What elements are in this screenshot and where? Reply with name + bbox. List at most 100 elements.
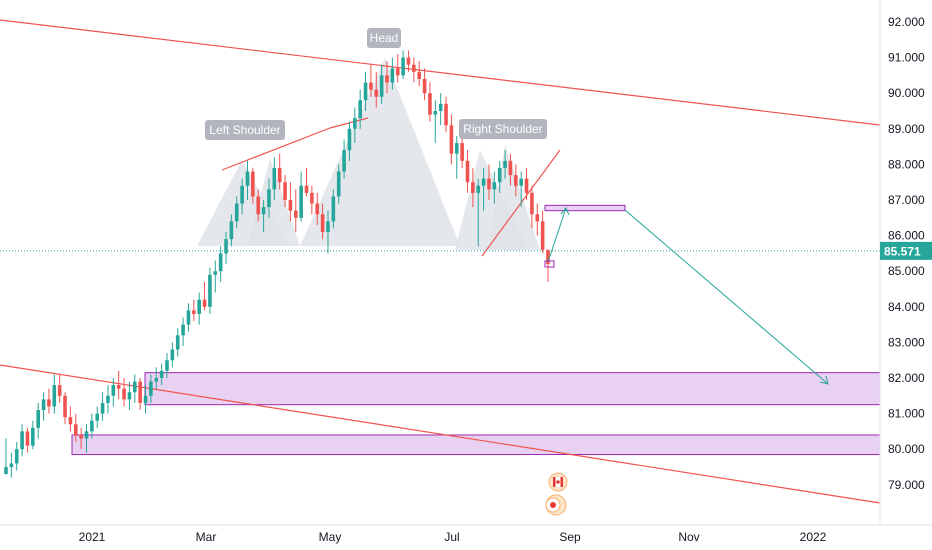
candle: [283, 175, 287, 208]
candle: [299, 171, 303, 222]
right-shoulder-label: Right Shoulder: [463, 122, 542, 136]
candles: [4, 50, 550, 478]
candle-body: [277, 167, 282, 183]
candle: [438, 93, 443, 126]
candle-body: [261, 207, 266, 215]
candle: [208, 267, 212, 314]
candle: [444, 96, 448, 133]
candle: [256, 189, 261, 222]
head-label: Head: [370, 31, 399, 45]
candle: [127, 381, 132, 411]
lower-channel-line[interactable]: [0, 364, 881, 504]
candle-body: [213, 271, 218, 275]
candle: [471, 167, 475, 208]
x-tick-label: Mar: [196, 530, 217, 544]
candle-body: [170, 349, 175, 361]
candle-body: [234, 203, 239, 222]
last-price-tag[interactable]: [880, 241, 932, 260]
candle-body: [444, 103, 448, 126]
candle-body: [20, 431, 24, 450]
candle-body: [385, 75, 389, 83]
candle: [186, 303, 191, 332]
x-tick-label: Nov: [678, 530, 699, 544]
candle: [288, 182, 293, 222]
y-tick-label: 89.000: [888, 122, 925, 136]
canada-flag-icon[interactable]: [548, 472, 568, 492]
x-tick-label: Sep: [559, 530, 581, 544]
candle-body: [25, 431, 30, 446]
candle: [4, 438, 8, 475]
candle: [57, 374, 62, 403]
candle: [535, 203, 540, 236]
y-tick-label: 85.000: [888, 264, 925, 278]
candle-body: [465, 160, 470, 183]
candle-body: [229, 221, 234, 240]
candle-body: [79, 434, 83, 439]
candle: [374, 71, 379, 108]
candle-body: [406, 57, 411, 65]
candle: [428, 82, 432, 122]
x-tick-label: 2021: [79, 530, 106, 544]
upper-channel-line[interactable]: [0, 19, 881, 126]
supply-zone-retest[interactable]: [544, 204, 626, 212]
candle: [304, 167, 309, 197]
candle: [422, 68, 427, 101]
candle-body: [514, 175, 518, 186]
candle-body: [428, 93, 432, 115]
candle: [234, 196, 239, 229]
candle-body: [47, 399, 51, 407]
candle: [524, 167, 529, 200]
candle-body: [363, 82, 368, 101]
candle: [192, 299, 196, 322]
candle: [449, 114, 454, 165]
candle: [481, 167, 486, 211]
candle-body: [524, 178, 529, 193]
candle-body: [310, 192, 314, 204]
candle-body: [175, 335, 180, 350]
candle: [20, 424, 24, 457]
candle: [149, 374, 153, 403]
projection-arrow[interactable]: [624, 209, 829, 385]
candle: [9, 452, 14, 478]
candle-body: [68, 417, 73, 425]
candle: [132, 374, 137, 403]
candle-body: [116, 385, 121, 389]
candle-body: [471, 182, 475, 193]
y-tick-label: 79.000: [888, 478, 925, 492]
candle: [369, 64, 373, 97]
pattern-triangle-2: [248, 158, 300, 246]
trendlines: [0, 19, 881, 504]
zones: [71, 204, 881, 456]
candle-body: [449, 125, 454, 154]
candle: [390, 57, 395, 90]
candle-body: [138, 381, 142, 403]
candle: [261, 200, 266, 233]
left-shoulder-trendline[interactable]: [221, 127, 331, 171]
candle-body: [369, 82, 373, 90]
y-tick-label: 84.000: [888, 300, 925, 314]
demand-zone-upper[interactable]: [144, 372, 881, 406]
candle: [47, 388, 51, 414]
event-marker-icon[interactable]: [545, 494, 567, 516]
candle: [379, 64, 384, 104]
candle-body: [57, 385, 62, 396]
candle-body: [90, 420, 94, 432]
candle-body: [326, 221, 330, 233]
candle-body: [288, 200, 293, 211]
candle-body: [293, 210, 298, 218]
candle: [347, 121, 352, 161]
current-candle-marker: [544, 260, 555, 268]
projection-arrow-head: [819, 375, 829, 385]
candle-body: [530, 192, 534, 215]
canada-flag-icon-band-left: [553, 477, 556, 487]
candle: [546, 249, 550, 282]
x-tick-label: 2022: [800, 530, 827, 544]
candle-body: [283, 182, 287, 200]
demand-zone-lower[interactable]: [71, 434, 881, 456]
retest-arrow[interactable]: [547, 207, 567, 263]
candle: [218, 246, 223, 282]
candle: [202, 281, 207, 311]
